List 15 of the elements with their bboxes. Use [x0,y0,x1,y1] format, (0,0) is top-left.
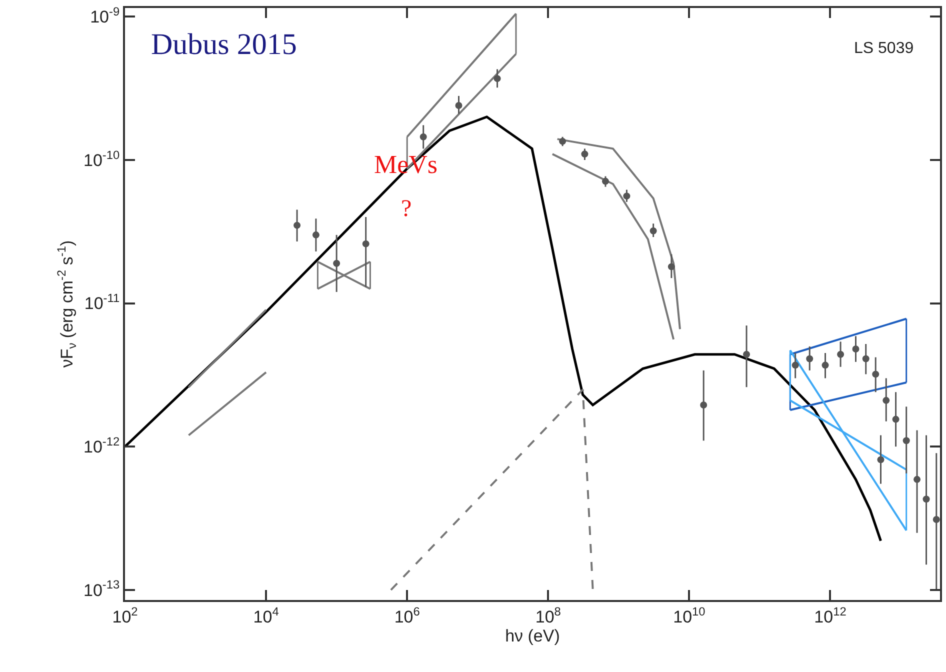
x-tick-label: 10$^{2}$ [112,604,138,626]
x-tick-label: 10$^{4}$ [253,604,280,626]
x-tick-label: 10$^{8}$ [535,604,562,626]
annotation: LS 5039 [854,40,914,57]
y-tick-label: 10$^{-12}$ [83,434,120,457]
x-tick-label: 10$^{6}$ [394,604,420,626]
y-tick-label: 10$^{-9}$ [90,4,120,27]
x-axis-title: hν (eV) [505,626,560,646]
x-tick-label: 10$^{10}$ [673,604,706,626]
annotation: ? [401,196,412,222]
y-tick-label: 10$^{-11}$ [84,291,120,314]
annotation: Dubus 2015 [151,28,297,61]
y-tick-label: 10$^{-10}$ [83,148,120,170]
x-tick-label: 10$^{12}$ [814,604,847,626]
y-tick-label: 10$^{-13}$ [83,578,120,600]
